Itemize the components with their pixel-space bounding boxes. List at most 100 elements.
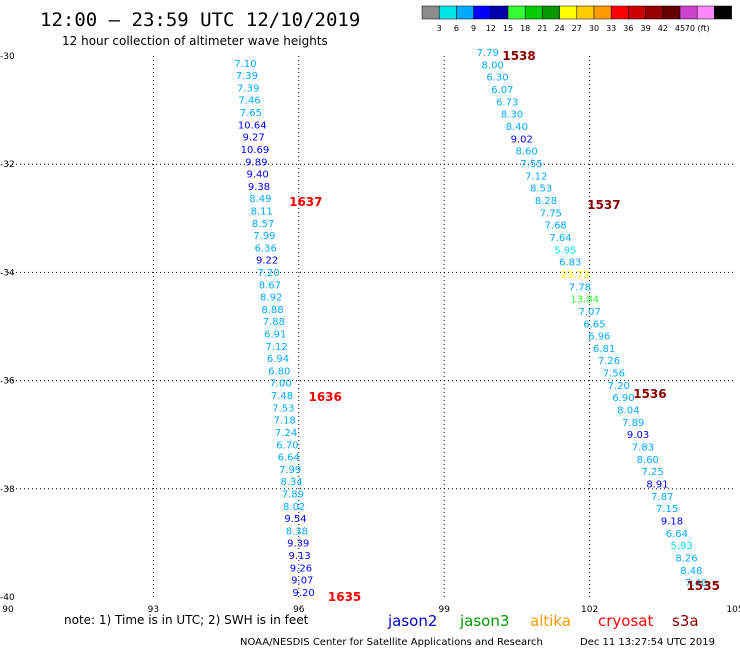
colorbar-swatch xyxy=(542,5,560,20)
x-tick-label: 102 xyxy=(581,605,598,615)
colorbar-label: 18 xyxy=(520,24,530,33)
track-cryosat: 7.107.397.397.467.6510.649.2710.699.899.… xyxy=(234,59,314,599)
wave-height-value: 8.28 xyxy=(535,196,557,207)
satellite-name: jason3 xyxy=(459,612,509,630)
lat-lon-grid xyxy=(8,56,735,597)
colorbar-swatch xyxy=(473,5,492,20)
colorbar-label: 3 xyxy=(437,24,442,33)
wave-height-value: 13.84 xyxy=(570,295,599,306)
colorbar-swatch xyxy=(628,5,646,20)
satellite-name: jason2 xyxy=(387,612,437,630)
wave-height-value: 8.30 xyxy=(501,110,523,121)
wave-height-value: 6.64 xyxy=(278,453,300,464)
colorbar-swatch xyxy=(507,5,526,20)
y-tick-label: -32 xyxy=(0,160,15,170)
wave-height-value: 9.40 xyxy=(247,170,269,181)
y-tick-label: -36 xyxy=(0,377,15,387)
wave-height-value: 7.99 xyxy=(279,465,301,476)
wave-height-value: 7.87 xyxy=(651,492,673,503)
wave-height-value: 5.93 xyxy=(671,541,693,552)
wave-height-value: 7.18 xyxy=(274,416,296,427)
wave-height-value: 7.83 xyxy=(632,443,654,454)
colorbar-swatch xyxy=(645,5,664,20)
x-tick-label: 93 xyxy=(148,605,159,615)
wave-height-value: 9.26 xyxy=(290,563,312,574)
wave-height-value: 6.90 xyxy=(612,393,634,404)
wave-height-value: 7.78 xyxy=(569,282,591,293)
wave-height-value: 7.24 xyxy=(275,428,297,439)
y-tick-label: -38 xyxy=(0,485,15,495)
colorbar-swatch xyxy=(490,5,509,20)
wave-height-value: 9.38 xyxy=(248,182,270,193)
wave-height-value: 7.75 xyxy=(540,208,562,219)
wave-height-value: 8.60 xyxy=(515,147,537,158)
pass-label: 1535 xyxy=(687,579,720,593)
wave-height-value: 7.65 xyxy=(240,108,262,119)
wave-height-value: 6.94 xyxy=(267,354,289,365)
wave-height-value: 7.39 xyxy=(237,83,259,94)
colorbar-label: 70 (ft) xyxy=(685,24,710,33)
wave-height-value: 9.39 xyxy=(287,539,309,550)
wave-height-value: 8.48 xyxy=(680,566,702,577)
colorbar-label: 21 xyxy=(537,24,547,33)
wave-height-value: 7.10 xyxy=(234,59,256,70)
wave-height-value: 7.68 xyxy=(545,221,567,232)
wave-height-value: 8.57 xyxy=(252,219,274,230)
wave-height-value: 8.60 xyxy=(637,455,659,466)
wave-height-value: 7.53 xyxy=(272,403,294,414)
wave-height-value: 10.64 xyxy=(238,120,267,131)
colorbar-label: 33 xyxy=(606,24,616,33)
colorbar-label: 39 xyxy=(641,24,651,33)
wave-height-value: 10.69 xyxy=(241,145,270,156)
colorbar-label: 6 xyxy=(454,24,459,33)
satellite-legend: jason2 jason3 altika cryosat s3a xyxy=(387,612,699,630)
colorbar-label: 12 xyxy=(486,24,496,33)
altimeter-tracks: 7.107.397.397.467.6510.649.2710.699.899.… xyxy=(234,48,707,599)
x-tick-label: 105 xyxy=(726,605,740,615)
wave-height-value: 8.91 xyxy=(646,480,668,491)
colorbar-swatch xyxy=(593,5,612,20)
colorbar-label: 36 xyxy=(623,24,633,33)
wave-height-value: 8.04 xyxy=(617,406,639,417)
wave-height-value: 9.54 xyxy=(284,514,306,525)
colorbar-swatch xyxy=(456,5,474,20)
wave-height-value: 7.07 xyxy=(578,307,600,318)
wave-height-value: 7.88 xyxy=(263,317,285,328)
wave-height-value: 8.34 xyxy=(280,477,302,488)
colorbar-swatch xyxy=(524,5,543,20)
satellite-name: altika xyxy=(530,612,571,630)
y-tick-label: -34 xyxy=(0,268,15,278)
wave-height-value: 6.64 xyxy=(666,529,688,540)
pass-labels: 1637 1636 1635 1538 1537 1536 1535 xyxy=(289,49,720,604)
wave-height-value: 6.36 xyxy=(255,243,277,254)
wave-height-value: 6.96 xyxy=(588,332,610,343)
wave-height-value: 7.12 xyxy=(525,171,547,182)
y-tick-label: -40 xyxy=(0,593,15,603)
wave-height-value: 9.20 xyxy=(293,588,315,599)
wave-height-value: 8.00 xyxy=(482,60,504,71)
wave-height-value: 8.40 xyxy=(506,122,528,133)
wave-height-value: 7.48 xyxy=(271,391,293,402)
wave-height-value: 8.67 xyxy=(259,280,281,291)
wave-height-value: 9.89 xyxy=(245,157,267,168)
generation-timestamp: Dec 11 13:27:54 UTC 2019 xyxy=(580,637,715,648)
pass-label: 1637 xyxy=(289,195,322,209)
wave-height-value: 6.91 xyxy=(264,330,286,341)
wave-height-value: 9.13 xyxy=(288,551,310,562)
wave-height-value: 7.89 xyxy=(282,489,304,500)
chart-title: 12:00 – 23:59 UTC 12/10/2019 xyxy=(40,9,360,31)
wave-height-value: 7.26 xyxy=(598,356,620,367)
pass-label: 1537 xyxy=(587,198,620,212)
wave-height-value: 7.39 xyxy=(236,71,258,82)
track-s3a: 7.798.006.306.076.738.308.409.028.607.55… xyxy=(477,48,708,589)
colorbar-label: 30 xyxy=(589,24,599,33)
colorbar-label: 24 xyxy=(555,24,565,33)
wave-height-value: 8.88 xyxy=(261,305,283,316)
wave-height-value: 6.73 xyxy=(496,97,518,108)
wave-height-value: 8.92 xyxy=(260,293,282,304)
units-note: note: 1) Time is in UTC; 2) SWH is in fe… xyxy=(64,613,309,627)
wave-height-value: 6.80 xyxy=(268,366,290,377)
wave-height-value: 9.22 xyxy=(256,256,278,267)
wave-height-value: 8.26 xyxy=(675,554,697,565)
